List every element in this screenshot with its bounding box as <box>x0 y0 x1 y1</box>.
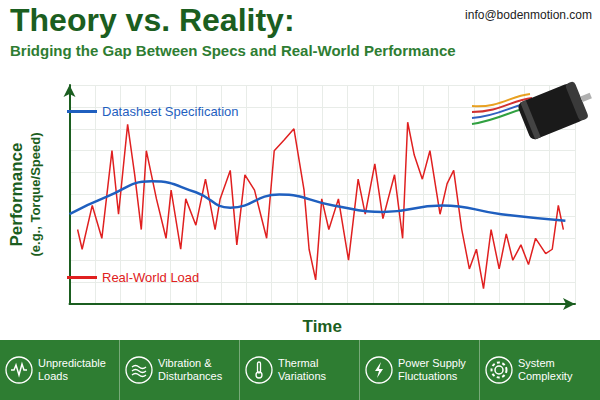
html-text:Bridging the Gap Between Specs: Bridging the Gap Between Specs and Real-… <box>10 42 456 59</box>
html-text:Vibration & Disturbances: Vibration & Disturbances <box>158 357 223 382</box>
html-text:info@bodenmotion.com: info@bodenmotion.com <box>465 8 592 22</box>
html-text:Power Supply Fluctuations: Power Supply Fluctuations <box>398 357 466 382</box>
svg-text:Time: Time <box>303 317 342 336</box>
html-text:Theory vs. Reality:: Theory vs. Reality: <box>10 2 295 38</box>
svg-text:Real-World Load: Real-World Load <box>102 270 199 285</box>
html-text:System Complexity: System Complexity <box>518 357 573 382</box>
svg-text:Performance: Performance <box>7 143 26 247</box>
svg-text:Datasheet Specification: Datasheet Specification <box>102 104 239 119</box>
html-text:Unpredictable Loads: Unpredictable Loads <box>38 357 106 382</box>
svg-text:(e.g., Torque/Speed): (e.g., Torque/Speed) <box>28 133 43 257</box>
html-text:Thermal Variations: Thermal Variations <box>278 357 327 382</box>
